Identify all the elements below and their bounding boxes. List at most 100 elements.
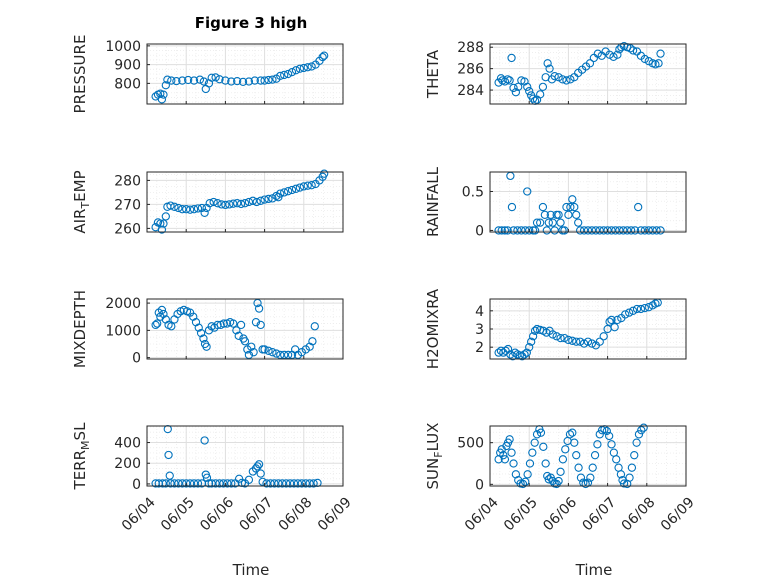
data-point	[163, 75, 172, 84]
data-point	[174, 203, 183, 213]
data-point	[521, 477, 530, 486]
plot-frame	[146, 43, 344, 105]
data-point	[295, 183, 305, 192]
y-axis-label: THETA	[424, 49, 442, 99]
data-point	[528, 332, 538, 341]
data-point	[639, 423, 648, 432]
data-point	[561, 445, 570, 454]
y-tick-label: 286	[457, 62, 484, 78]
data-point	[260, 76, 269, 85]
x-tick-label: 06/04	[462, 494, 502, 534]
data-point	[523, 82, 532, 92]
data-point	[509, 226, 518, 235]
data-point	[256, 320, 265, 330]
data-point	[205, 199, 214, 208]
data-point	[170, 479, 179, 488]
subplot-mixdepth: 0 1000 2000 MIXDEPTH	[71, 290, 344, 368]
data-point	[189, 205, 199, 214]
data-point	[219, 319, 228, 328]
y-tick-label: 0	[475, 223, 484, 239]
data-point	[178, 205, 187, 214]
data-point	[632, 438, 641, 447]
plot-frame	[489, 43, 687, 105]
data-point	[309, 479, 318, 488]
data-point	[530, 326, 540, 335]
plot-frame	[489, 425, 687, 487]
data-point	[538, 82, 548, 92]
data-point	[202, 342, 211, 351]
data-point	[157, 305, 167, 315]
data-point	[236, 320, 246, 330]
data-point	[310, 322, 319, 331]
data-point	[182, 205, 191, 214]
data-point	[303, 63, 312, 72]
data-point	[576, 473, 586, 482]
data-point	[587, 339, 597, 348]
data-point	[166, 201, 175, 210]
data-point	[513, 226, 522, 235]
data-point	[528, 94, 538, 103]
x-tick-label: 06/06	[540, 494, 580, 534]
data-point	[636, 304, 646, 314]
subplot-rainfall: 0 0.5 RAINFALL	[424, 166, 687, 239]
data-point	[621, 310, 630, 319]
data-point	[530, 438, 539, 447]
data-point	[548, 218, 557, 227]
y-tick-label: 288	[457, 40, 484, 56]
data-point	[554, 73, 563, 82]
data-point	[510, 348, 520, 357]
data-point	[514, 82, 523, 92]
data-point	[247, 342, 256, 351]
data-point	[507, 202, 517, 212]
data-point	[536, 428, 546, 437]
data-point	[632, 304, 642, 314]
data-point	[507, 53, 516, 63]
data-point	[610, 323, 619, 332]
data-point	[244, 197, 254, 207]
data-point	[278, 479, 287, 488]
data-point	[299, 63, 308, 73]
data-point	[607, 440, 616, 449]
data-point	[197, 203, 207, 213]
data-point	[156, 219, 165, 228]
y-tick-label: 270	[114, 197, 141, 213]
x-tick-label: 06/06	[197, 494, 237, 534]
plot-frame	[489, 171, 687, 233]
data-point	[572, 210, 581, 220]
data-point	[532, 430, 542, 439]
data-point	[178, 76, 187, 85]
data-point	[550, 226, 559, 235]
data-point	[593, 440, 602, 449]
data-point	[583, 226, 593, 235]
data-point	[161, 479, 170, 488]
x-tick-label: 06/09	[315, 494, 355, 534]
data-point	[603, 226, 612, 235]
data-point	[611, 226, 620, 235]
data-point	[568, 336, 577, 345]
data-point	[583, 337, 593, 346]
data-point	[254, 460, 264, 469]
data-point	[252, 197, 261, 207]
data-point	[544, 218, 553, 227]
data-point	[244, 475, 254, 484]
data-point	[548, 330, 557, 339]
data-point	[525, 86, 534, 96]
data-point	[256, 76, 265, 85]
data-point	[605, 431, 614, 441]
y-tick-label: 260	[114, 221, 141, 237]
data-point	[540, 210, 550, 220]
x-tick-label: 06/07	[579, 494, 619, 534]
data-point	[528, 448, 537, 457]
data-point	[605, 317, 614, 326]
data-point	[264, 75, 273, 85]
data-point	[256, 196, 265, 205]
data-point	[572, 451, 581, 460]
data-point	[626, 226, 636, 235]
data-point	[494, 226, 503, 235]
data-point	[560, 333, 569, 343]
data-point	[626, 44, 635, 53]
data-point	[587, 226, 597, 235]
data-point	[545, 64, 554, 73]
data-point	[585, 59, 595, 68]
data-point	[565, 430, 575, 439]
